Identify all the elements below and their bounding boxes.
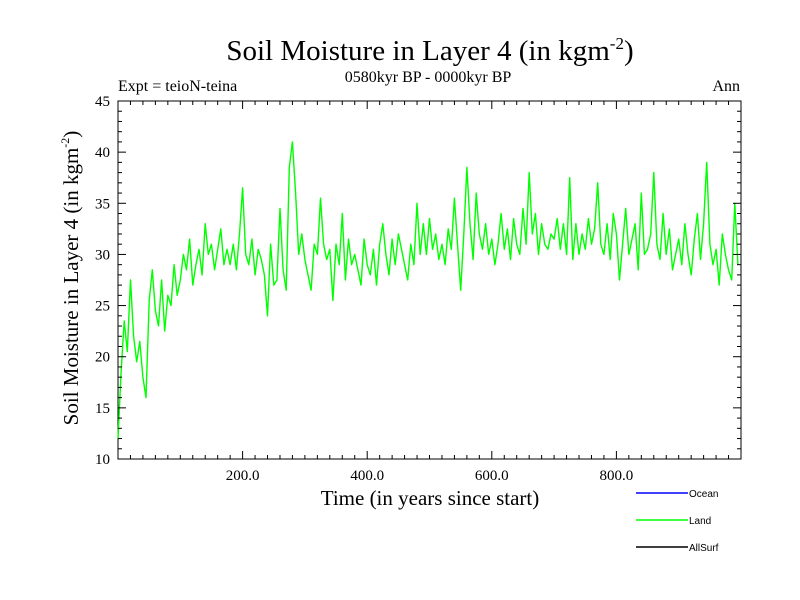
y-axis-title-close: ) <box>59 131 83 138</box>
series-line-land <box>117 141 739 439</box>
y-axis-title: Soil Moisture in Layer 4 (in kgm-2) <box>58 131 83 426</box>
y-tick-label: 10 <box>95 452 110 468</box>
chart-subtitle: 0580kyr BP - 0000kyr BP <box>345 69 512 86</box>
x-tick-label: 400.0 <box>350 468 384 484</box>
season-label: Ann <box>712 78 740 95</box>
y-tick-label: 45 <box>95 94 110 110</box>
y-tick-label: 30 <box>95 247 110 263</box>
x-tick-label: 600.0 <box>475 468 509 484</box>
experiment-label: Expt = teioN-teina <box>118 78 237 95</box>
chart-title: Soil Moisture in Layer 4 (in kgm-2) <box>226 34 633 67</box>
legend-label-land: Land <box>689 516 711 527</box>
chart-title-text: Soil Moisture in Layer 4 (in kgm <box>226 35 610 67</box>
y-tick-label: 25 <box>95 299 110 315</box>
x-tick-label: 800.0 <box>600 468 634 484</box>
axis-ticks: 200.0 400.0 600.0 800.0 10 15 20 25 30 35 40 45 <box>95 94 741 484</box>
chart-title-superscript: -2 <box>610 34 624 53</box>
x-axis-title: Time (in years since start) <box>321 486 540 510</box>
y-axis-title-superscript: -2 <box>58 138 72 148</box>
legend: Ocean Land AllSurf <box>636 489 719 554</box>
y-tick-label: 35 <box>95 196 110 212</box>
plot-frame <box>117 100 742 460</box>
plot-area <box>117 100 742 460</box>
y-axis-title-text: Soil Moisture in Layer 4 (in kgm <box>59 148 83 426</box>
x-tick-label: 200.0 <box>226 468 260 484</box>
svg-text:Soil Moisture in Layer 4 (in k: Soil Moisture in Layer 4 (in kgm-2) <box>58 131 83 426</box>
y-tick-label: 20 <box>95 350 110 366</box>
legend-label-allsurf: AllSurf <box>689 543 719 554</box>
y-tick-label: 15 <box>95 401 110 417</box>
y-tick-label: 40 <box>95 145 110 161</box>
legend-label-ocean: Ocean <box>689 489 718 500</box>
chart-title-close: ) <box>624 35 634 67</box>
